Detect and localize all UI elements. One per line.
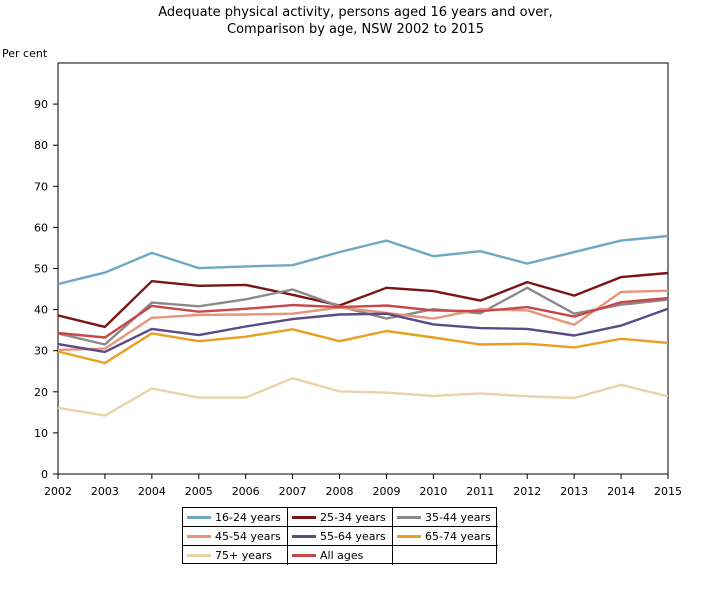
x-tick-label: 2006 xyxy=(232,485,260,498)
legend-item-55-64-years: 55-64 years xyxy=(288,527,393,546)
x-tick-label: 2010 xyxy=(419,485,447,498)
series-line-55-64-years xyxy=(57,307,669,354)
y-tick-label: 0 xyxy=(41,468,48,481)
legend-item-25-34-years: 25-34 years xyxy=(288,508,393,527)
series-line-16-24-years xyxy=(57,234,669,286)
legend-label: 55-64 years xyxy=(320,530,386,543)
legend-swatch xyxy=(187,535,211,538)
legend-item-16-24-years: 16-24 years xyxy=(183,508,288,527)
y-tick-label: 90 xyxy=(34,98,48,111)
y-tick-label: 50 xyxy=(34,263,48,276)
legend-swatch xyxy=(397,516,421,519)
x-tick-label: 2015 xyxy=(654,485,682,498)
series-line-65-74-years xyxy=(57,328,669,365)
y-axis-label: Per cent xyxy=(2,47,48,60)
series-line-25-34-years xyxy=(57,271,669,329)
y-tick-label: 70 xyxy=(34,180,48,193)
chart-title-line-1: Adequate physical activity, persons aged… xyxy=(158,5,553,20)
x-tick-label: 2011 xyxy=(466,485,494,498)
series-line-35-44-years xyxy=(57,286,669,346)
x-tick-label: 2004 xyxy=(138,485,166,498)
legend-swatch xyxy=(292,554,316,557)
y-tick-label: 20 xyxy=(34,386,48,399)
y-tick-label: 40 xyxy=(34,304,48,317)
chart-title-line-2: Comparison by age, NSW 2002 to 2015 xyxy=(227,22,484,37)
y-tick-label: 10 xyxy=(34,427,48,440)
legend-swatch xyxy=(292,516,316,519)
y-tick-label: 30 xyxy=(34,345,48,358)
legend-label: 16-24 years xyxy=(215,511,281,524)
plot-frame xyxy=(57,62,669,475)
legend-label: 75+ years xyxy=(215,549,272,562)
legend-item-all-ages: All ages xyxy=(288,546,393,565)
y-tick-label: 60 xyxy=(34,221,48,234)
legend-swatch xyxy=(187,554,211,557)
series-line-75-years xyxy=(57,377,669,417)
legend-label: 25-34 years xyxy=(320,511,386,524)
x-tick-label: 2008 xyxy=(326,485,354,498)
series-line-all-ages xyxy=(57,296,669,339)
legend-label: 65-74 years xyxy=(425,530,491,543)
series-line-45-54-years xyxy=(57,289,669,352)
x-tick-label: 2013 xyxy=(560,485,588,498)
legend-swatch xyxy=(292,535,316,538)
legend-item-75-years: 75+ years xyxy=(183,546,288,565)
y-tick-label: 80 xyxy=(34,139,48,152)
x-tick-label: 2003 xyxy=(91,485,119,498)
chart-title: Adequate physical activity, persons aged… xyxy=(0,4,711,38)
legend-label: 35-44 years xyxy=(425,511,491,524)
x-tick-label: 2012 xyxy=(513,485,541,498)
legend-item-45-54-years: 45-54 years xyxy=(183,527,288,546)
x-tick-label: 2009 xyxy=(372,485,400,498)
x-tick-label: 2014 xyxy=(607,485,635,498)
legend-swatch xyxy=(397,535,421,538)
x-tick-label: 2005 xyxy=(185,485,213,498)
legend-label: All ages xyxy=(320,549,364,562)
legend-label: 45-54 years xyxy=(215,530,281,543)
legend-swatch xyxy=(187,516,211,519)
x-tick-label: 2007 xyxy=(279,485,307,498)
legend-item-65-74-years: 65-74 years xyxy=(393,527,498,546)
chart-legend: 16-24 years 25-34 years 35-44 years 45-54 y… xyxy=(182,507,498,565)
legend-empty-cell xyxy=(393,546,498,565)
x-tick-label: 2002 xyxy=(44,485,72,498)
legend-item-35-44-years: 35-44 years xyxy=(393,508,498,527)
